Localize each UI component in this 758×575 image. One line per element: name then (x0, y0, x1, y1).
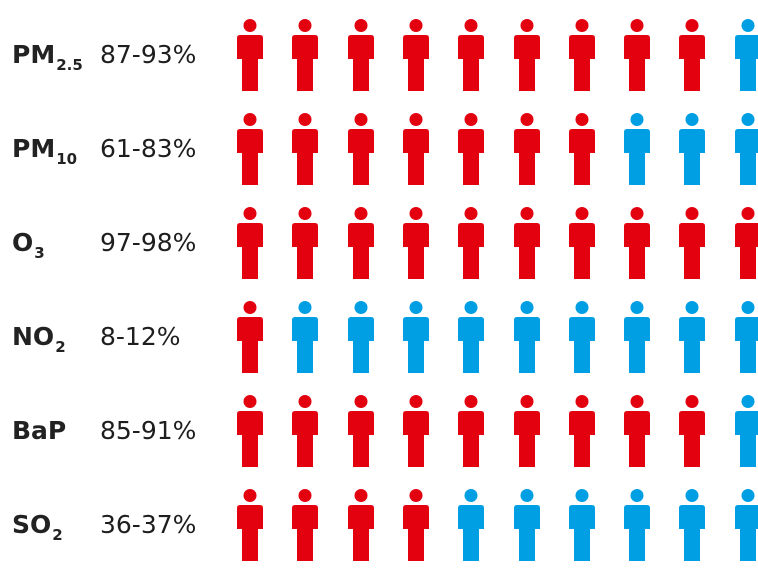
person-icon-exposed (568, 19, 595, 91)
pollutant-subscript: 10 (56, 150, 78, 168)
person-icon-not-exposed (624, 113, 651, 185)
person-icon-not-exposed (458, 489, 485, 561)
person-icon-exposed (458, 395, 485, 467)
row-pm10: PM10 61-83% (0, 102, 758, 196)
person-icon-exposed (237, 19, 263, 91)
person-icon-exposed (402, 489, 429, 561)
person-icon-exposed (292, 19, 319, 91)
person-icon-exposed (402, 19, 429, 91)
exposure-range: 97-98% (100, 228, 197, 257)
person-icon-exposed (292, 113, 319, 185)
exposure-range: 87-93% (100, 40, 197, 69)
person-icon-exposed (513, 19, 540, 91)
pollutant-subscript: 2.5 (56, 56, 83, 74)
pollutant-label: NO2 (12, 322, 66, 356)
row-so2: SO2 36-37% (0, 478, 758, 572)
person-icon-exposed (624, 19, 651, 91)
person-icon-exposed (347, 19, 374, 91)
person-icon-exposed (402, 395, 429, 467)
person-icon-exposed (347, 113, 374, 185)
person-icon-exposed (402, 207, 429, 279)
exposure-range: 36-37% (100, 510, 197, 539)
person-icon-not-exposed (513, 301, 540, 373)
person-icon-not-exposed (734, 113, 758, 185)
person-icon-exposed (458, 113, 485, 185)
person-icon-not-exposed (402, 301, 429, 373)
exposure-range: 61-83% (100, 134, 197, 163)
person-icon-not-exposed (347, 301, 374, 373)
person-icons (0, 478, 758, 572)
person-icon-not-exposed (292, 301, 319, 373)
person-icon-exposed (624, 395, 651, 467)
pollutant-label: O3 (12, 228, 45, 262)
person-icon-not-exposed (734, 301, 758, 373)
person-icon-exposed (292, 395, 319, 467)
pollutant-subscript: 2 (52, 526, 63, 544)
row-pm25: PM2.5 87-93% (0, 8, 758, 102)
pollutant-subscript: 3 (34, 244, 45, 262)
person-icon-exposed (402, 113, 429, 185)
person-icon-exposed (347, 395, 374, 467)
person-icon-exposed (237, 301, 263, 373)
person-icon-not-exposed (568, 489, 595, 561)
person-icon-exposed (513, 207, 540, 279)
person-icon-not-exposed (734, 19, 758, 91)
person-icon-exposed (734, 207, 758, 279)
row-bap: BaP 85-91% (0, 384, 758, 478)
pollutant-label: PM10 (12, 134, 78, 168)
person-icon-exposed (292, 489, 319, 561)
person-icon-exposed (237, 113, 263, 185)
exposure-range: 8-12% (100, 322, 181, 351)
person-icon-exposed (679, 207, 706, 279)
row-o3: O3 97-98% (0, 196, 758, 290)
person-icon-exposed (237, 207, 263, 279)
person-icon-exposed (679, 395, 706, 467)
person-icon-not-exposed (624, 489, 651, 561)
person-icon-not-exposed (679, 113, 706, 185)
person-icons (0, 196, 758, 290)
person-icon-not-exposed (734, 395, 758, 467)
person-icon-exposed (679, 19, 706, 91)
person-icon-exposed (237, 489, 263, 561)
person-icons (0, 290, 758, 384)
person-icon-not-exposed (458, 301, 485, 373)
person-icon-exposed (458, 19, 485, 91)
person-icon-not-exposed (679, 489, 706, 561)
person-icon-exposed (568, 395, 595, 467)
person-icon-not-exposed (568, 301, 595, 373)
pollutant-subscript: 2 (55, 338, 66, 356)
person-icon-exposed (292, 207, 319, 279)
pollutant-label: BaP (12, 416, 67, 445)
person-icon-exposed (624, 207, 651, 279)
row-no2: NO2 8-12% (0, 290, 758, 384)
person-icon-exposed (458, 207, 485, 279)
person-icon-not-exposed (513, 489, 540, 561)
person-icon-exposed (347, 489, 374, 561)
person-icon-exposed (237, 395, 263, 467)
person-icon-not-exposed (734, 489, 758, 561)
exposure-range: 85-91% (100, 416, 197, 445)
person-icons (0, 384, 758, 478)
person-icon-exposed (513, 113, 540, 185)
person-icon-exposed (568, 207, 595, 279)
pollutant-label: SO2 (12, 510, 63, 544)
person-icon-not-exposed (624, 301, 651, 373)
pollutant-label: PM2.5 (12, 40, 83, 74)
person-icon-not-exposed (679, 301, 706, 373)
person-icon-exposed (347, 207, 374, 279)
person-icons (0, 8, 758, 102)
person-icon-exposed (568, 113, 595, 185)
person-icons (0, 102, 758, 196)
person-icon-exposed (513, 395, 540, 467)
